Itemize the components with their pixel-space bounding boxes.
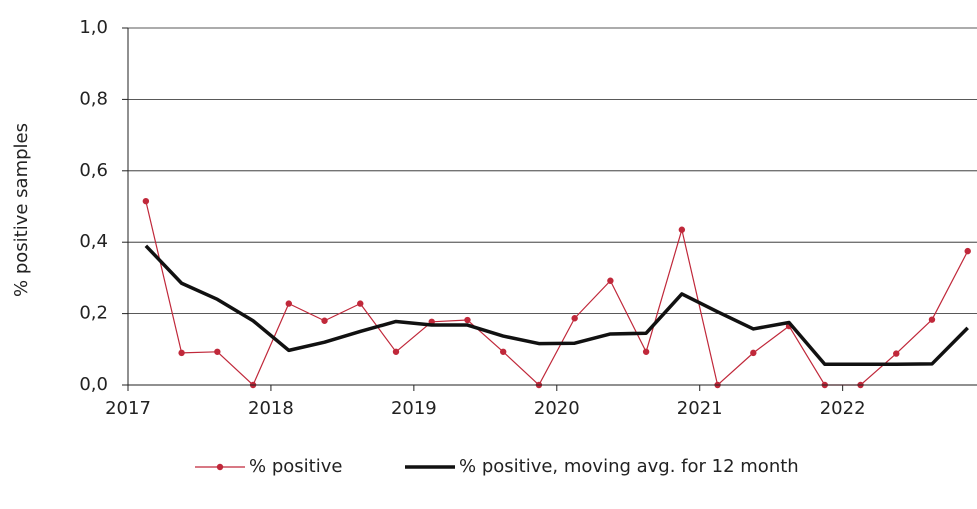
y-axis-label: % positive samples [11, 123, 32, 297]
series-marker [893, 350, 900, 357]
series-marker [214, 348, 221, 355]
series-line [144, 244, 969, 367]
series-marker [607, 277, 614, 284]
series-marker [642, 348, 650, 355]
series-marker [142, 197, 150, 205]
x-tick-label: 2021 [677, 398, 723, 419]
series-marker [321, 317, 328, 324]
legend-label: % positive, moving avg. for 12 month [459, 456, 799, 477]
legend-label: % positive [249, 456, 342, 477]
series-marker [464, 316, 471, 324]
x-tick-label: 2018 [248, 398, 294, 419]
series-line [145, 201, 969, 386]
series-marker [571, 315, 578, 322]
y-tick-label: 0,6 [79, 160, 108, 181]
series-marker [750, 349, 757, 357]
x-tick-label: 2019 [391, 398, 437, 419]
series-marker [392, 348, 400, 355]
series-marker [357, 300, 364, 307]
series-marker [964, 247, 971, 255]
series-marker [178, 349, 185, 357]
series-marker [285, 300, 292, 307]
y-tick-label: 1,0 [79, 17, 108, 38]
y-tick-label: 0,8 [79, 88, 108, 109]
y-tick-label: 0,4 [79, 231, 108, 252]
x-tick-label: 2020 [534, 398, 580, 419]
y-tick-label: 0,2 [79, 303, 108, 324]
x-tick-label: 2022 [820, 398, 866, 419]
series-marker [678, 226, 686, 233]
x-tick-label: 2017 [105, 398, 151, 419]
series-marker [499, 348, 507, 355]
legend-marker [216, 463, 224, 471]
y-tick-label: 0,0 [79, 374, 108, 395]
series-marker [928, 316, 936, 323]
